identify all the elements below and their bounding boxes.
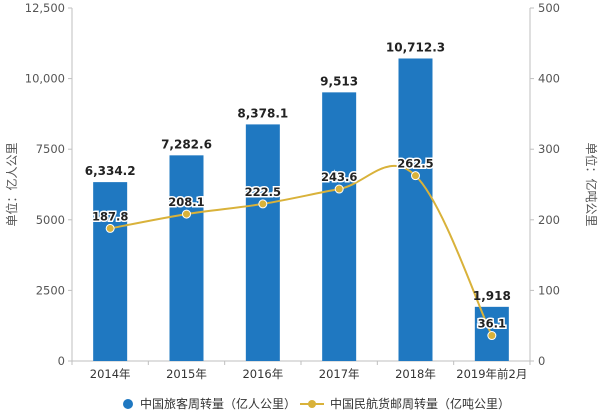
legend-marker-bar [123, 399, 133, 409]
y-tick-label-right: 0 [538, 354, 545, 368]
x-tick-label: 2016年 [242, 367, 283, 381]
bar-value-label: 1,918 [473, 289, 511, 303]
bar-value-label: 10,712.3 [386, 40, 445, 54]
y-tick-label-right: 400 [538, 72, 560, 86]
legend-marker-dot [308, 400, 316, 408]
line-series-path [109, 164, 493, 336]
line-value-label: 187.8 [92, 209, 128, 223]
bar [169, 155, 204, 361]
legend-label-line: 中国民航货邮周转量（亿吨公里） [330, 396, 510, 411]
bar-value-label: 8,378.1 [237, 106, 288, 120]
line-point [182, 209, 191, 219]
bar-value-label: 6,334.2 [85, 164, 136, 178]
x-tick-label: 2014年 [90, 367, 131, 381]
line-point [105, 223, 115, 233]
y-tick-label-right: 300 [538, 142, 560, 156]
line-value-label: 222.5 [245, 185, 281, 199]
line-value-label: 36.1 [478, 317, 506, 331]
y-tick-label-left: 7500 [36, 142, 65, 156]
bar [245, 124, 280, 361]
y-tick-label-right: 200 [538, 213, 560, 227]
y-axis-title-right: 单位：亿吨公里 [584, 142, 599, 226]
line-value-label: 262.5 [397, 157, 433, 171]
line-point [411, 171, 420, 181]
line-value-label: 243.6 [321, 170, 357, 184]
line-point [258, 199, 268, 209]
y-tick-label-left: 10,000 [25, 72, 65, 86]
y-tick-label-right: 500 [538, 1, 560, 15]
x-tick-label: 2017年 [319, 367, 360, 381]
line-value-label: 208.1 [168, 195, 204, 209]
y-tick-label-right: 100 [538, 283, 560, 297]
bar [322, 92, 357, 362]
y-tick-label-left: 5000 [36, 213, 65, 227]
legend-label-bar: 中国旅客周转量（亿人公里） [140, 396, 296, 411]
x-tick-label: 2018年 [395, 367, 436, 381]
y-tick-label-left: 12,500 [25, 1, 65, 15]
bar [398, 58, 433, 361]
x-tick-label: 2015年 [166, 367, 207, 381]
x-tick-label: 2019年前2月 [456, 367, 527, 381]
line-point [334, 184, 344, 194]
y-tick-label-left: 0 [58, 354, 65, 368]
y-tick-label-left: 2500 [36, 283, 65, 297]
bar-value-label: 9,513 [320, 74, 358, 88]
bar [93, 182, 128, 361]
line-point [487, 331, 497, 341]
bar-value-label: 7,282.6 [161, 137, 212, 151]
y-axis-title-left: 单位：亿人公里 [4, 142, 19, 226]
